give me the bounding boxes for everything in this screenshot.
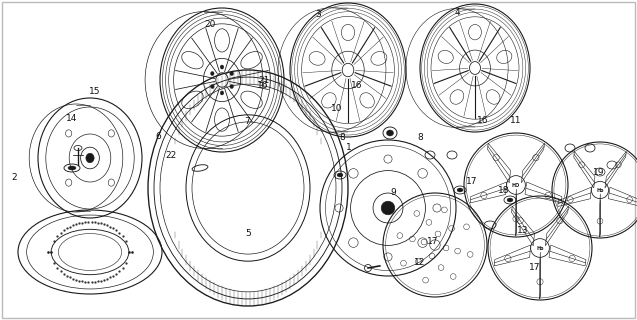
Circle shape [381,201,395,215]
Ellipse shape [387,130,394,136]
Text: 17: 17 [529,263,541,272]
Ellipse shape [337,173,343,177]
Text: 2: 2 [11,173,17,182]
Ellipse shape [230,71,233,76]
Text: 19: 19 [593,168,605,177]
Text: HO: HO [512,182,520,188]
Text: 8: 8 [417,133,424,142]
Text: 6: 6 [155,132,161,140]
Text: 21: 21 [259,76,270,84]
Text: 18: 18 [497,186,509,195]
Text: 15: 15 [89,87,100,96]
Text: 8: 8 [340,133,346,142]
Text: 3: 3 [315,10,322,19]
Ellipse shape [211,71,214,76]
Text: 16: 16 [477,116,489,124]
Text: 7: 7 [244,117,250,126]
Text: 10: 10 [331,104,342,113]
Text: 17: 17 [427,237,439,246]
Ellipse shape [86,153,94,163]
Ellipse shape [220,65,224,69]
Ellipse shape [211,84,214,89]
Text: 13: 13 [517,226,528,235]
Text: 16: 16 [257,81,268,90]
Text: 9: 9 [390,188,397,196]
Text: 22: 22 [165,151,176,160]
Text: 17: 17 [466,177,477,186]
Text: 16: 16 [351,81,362,90]
Ellipse shape [216,73,228,87]
Ellipse shape [220,91,224,95]
Text: 11: 11 [510,116,522,124]
Text: 14: 14 [66,114,77,123]
Text: Ho: Ho [536,245,544,251]
Text: 5: 5 [245,229,252,238]
Text: 12: 12 [413,258,425,267]
Ellipse shape [230,84,233,89]
Ellipse shape [469,62,480,75]
Text: 20: 20 [204,20,216,28]
Ellipse shape [342,63,354,77]
Ellipse shape [68,166,76,170]
Text: 4: 4 [455,8,460,17]
Text: Ho: Ho [596,188,604,193]
Ellipse shape [507,198,513,202]
Ellipse shape [457,188,463,192]
Text: 1: 1 [346,143,352,152]
